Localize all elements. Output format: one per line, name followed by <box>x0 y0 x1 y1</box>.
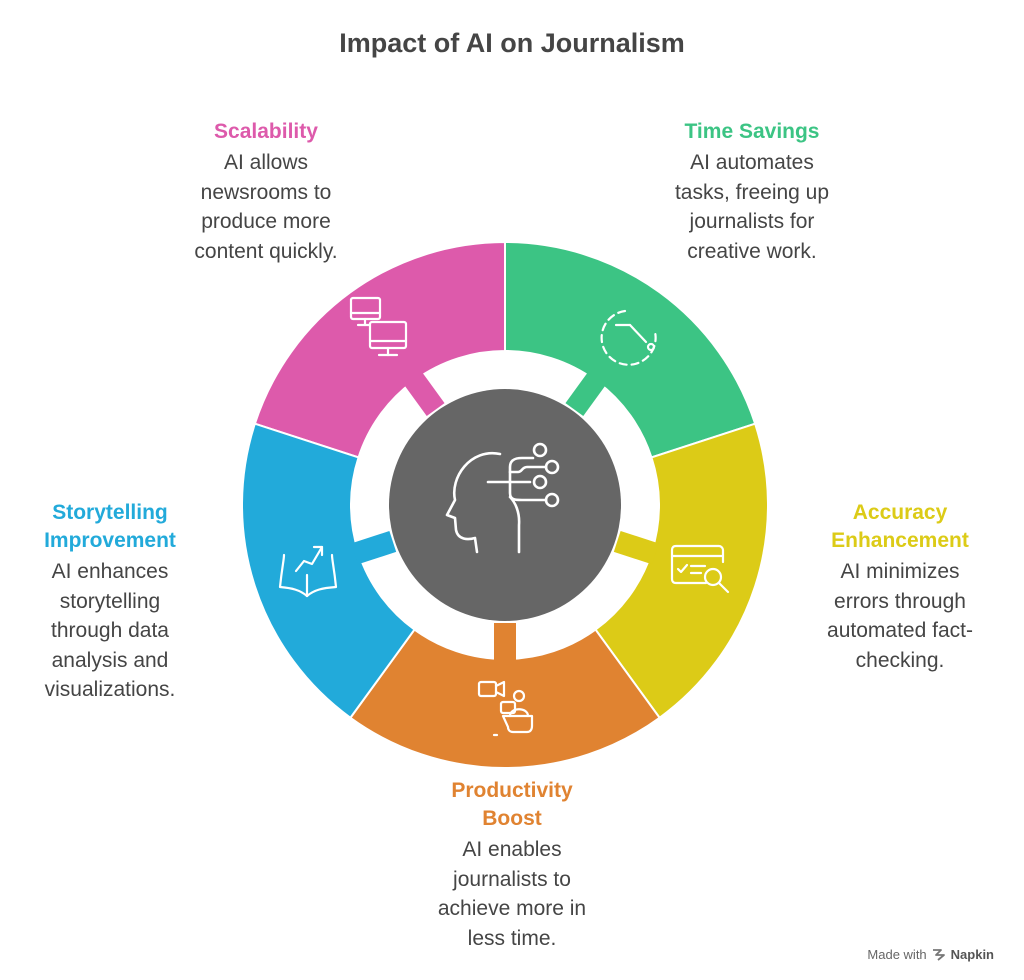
segment-label: Storytelling Improvement <box>44 501 176 552</box>
segment-accuracy-enhancement: Accuracy Enhancement AI minimizes errors t… <box>790 499 1010 675</box>
segment-description: AI enhances storytelling through data analy… <box>44 560 176 701</box>
diagram-title: Impact of AI on Journalism <box>339 28 685 58</box>
ring-connector-time-savings <box>565 370 607 417</box>
footer-brand: Napkin <box>950 947 994 962</box>
book-chart-icon <box>278 545 338 598</box>
segment-label: Accuracy Enhancement <box>831 501 969 552</box>
center-circle <box>389 389 621 621</box>
napkin-logo-icon <box>932 949 945 961</box>
segment-scalability: Scalability AI allows newsrooms to produce… <box>146 118 386 266</box>
segment-storytelling-improvement: Storytelling Improvement AI enhances story… <box>0 499 220 705</box>
segment-description: AI automates tasks, freeing up journalists… <box>674 151 830 263</box>
ring-segment-time-savings <box>504 240 757 459</box>
made-with-napkin-footer: Made with Napkin <box>867 947 994 962</box>
video-worker-icon <box>477 680 534 737</box>
ring-connector-accuracy <box>613 531 659 565</box>
segment-description: AI enables journalists to achieve more in l… <box>437 838 587 950</box>
ring-connector-storytelling <box>351 531 397 565</box>
ring-segment-productivity <box>349 628 661 769</box>
ring-segment-scalability <box>253 240 506 459</box>
segment-label: Time Savings <box>684 120 820 143</box>
inspect-window-icon <box>670 544 730 594</box>
footer-prefix: Made with <box>867 947 927 962</box>
ring-connector-productivity <box>494 623 516 663</box>
ring-segment-storytelling <box>241 422 416 720</box>
ai-head-icon <box>445 442 560 554</box>
segment-description: AI allows newsrooms to produce more content… <box>194 151 338 263</box>
segment-description: AI minimizes errors through automated fact… <box>827 560 973 672</box>
ring-connector-scalability <box>403 370 445 417</box>
computers-icon <box>349 296 408 357</box>
stopwatch-icon <box>600 309 657 366</box>
segment-time-savings: Time Savings AI automates tasks, freeing … <box>632 118 872 266</box>
segment-label: Productivity Boost <box>451 779 573 830</box>
segment-productivity-boost: Productivity Boost AI enables journalists … <box>392 777 632 953</box>
segment-label: Scalability <box>214 120 318 143</box>
